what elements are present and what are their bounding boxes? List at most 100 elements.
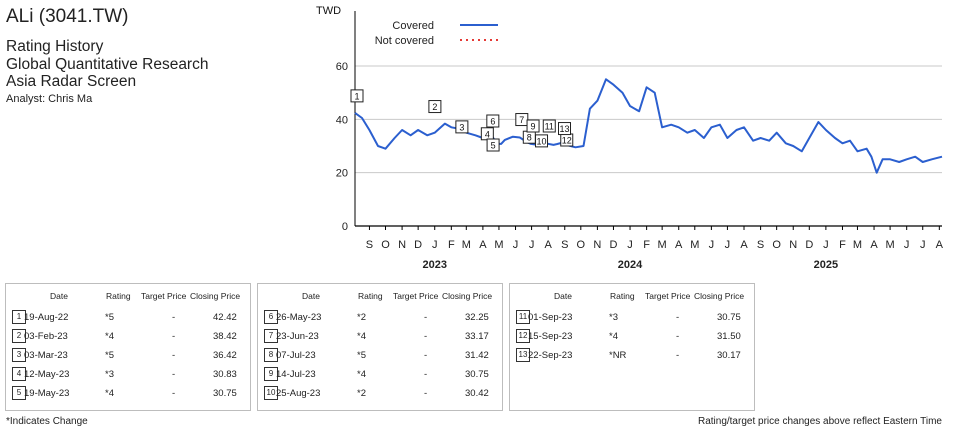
subtitle-screen: Asia Radar Screen — [6, 73, 137, 91]
column-header-rating: Rating — [610, 291, 635, 301]
table-row: 3 03-Mar-23 *5 - 36.42 — [6, 348, 250, 364]
rating-number-box: 2 — [12, 329, 26, 343]
rating-marker-label: 4 — [485, 129, 490, 139]
closing-price-cell: 30.75 — [465, 369, 489, 380]
table-row: 8 07-Jul-23 *5 - 31.42 — [258, 348, 502, 364]
y-tick-label: 60 — [336, 61, 348, 73]
x-month-label: A — [936, 239, 944, 251]
target-price-cell: - — [676, 331, 680, 342]
rating-cell: *3 — [609, 312, 618, 323]
table-row: 4 12-May-23 *3 - 30.83 — [6, 367, 250, 383]
target-price-cell: - — [424, 312, 428, 323]
rating-marker-label: 10 — [537, 136, 547, 146]
x-month-label: J — [529, 239, 535, 251]
closing-price-cell: 32.25 — [465, 312, 489, 323]
column-header-target: Target Price — [645, 291, 691, 301]
rating-cell: *4 — [609, 331, 618, 342]
x-month-label: M — [462, 239, 471, 251]
legend-label: Covered — [392, 20, 434, 32]
x-month-label: J — [725, 239, 731, 251]
x-month-label: S — [757, 239, 764, 251]
table-row: 1 19-Aug-22 *5 - 42.42 — [6, 310, 250, 326]
rating-cell: *3 — [105, 369, 114, 380]
x-month-label: A — [870, 239, 878, 251]
column-header-closing: Closing Price — [442, 291, 493, 301]
column-header-date: Date — [302, 291, 320, 301]
rating-cell: *4 — [105, 331, 114, 342]
closing-price-cell: 36.42 — [213, 350, 237, 361]
column-header-rating: Rating — [358, 291, 383, 301]
x-month-label: S — [366, 239, 373, 251]
table-row: 12 15-Sep-23 *4 - 31.50 — [510, 329, 754, 345]
closing-price-cell: 31.42 — [465, 350, 489, 361]
rating-marker-box — [455, 120, 469, 134]
rating-number-box: 12 — [516, 329, 530, 343]
rating-number-box: 8 — [264, 348, 278, 362]
rating-cell: *5 — [357, 350, 366, 361]
subtitle-rating-history: Rating History — [6, 37, 104, 55]
x-month-label: A — [740, 239, 748, 251]
target-price-cell: - — [172, 350, 176, 361]
rating-marker-label: 8 — [527, 133, 532, 143]
x-month-label: M — [886, 239, 895, 251]
date-cell: 03-Feb-23 — [24, 331, 68, 342]
table-row: 11 01-Sep-23 *3 - 30.75 — [510, 310, 754, 326]
date-cell: 23-Jun-23 — [276, 331, 319, 342]
rating-number-box: 6 — [264, 310, 278, 324]
table-row: 5 19-May-23 *4 - 30.75 — [6, 386, 250, 402]
rating-marker-label: 11 — [545, 122, 554, 132]
x-month-label: F — [448, 239, 455, 251]
y-tick-label: 40 — [336, 114, 348, 126]
closing-price-cell: 30.75 — [213, 388, 237, 399]
column-header-date: Date — [50, 291, 68, 301]
target-price-cell: - — [172, 369, 176, 380]
rating-marker-label: 13 — [559, 124, 569, 134]
rating-table-3: Date Rating Target Price Closing Price 11 01-… — [509, 283, 755, 411]
column-header-closing: Closing Price — [190, 291, 241, 301]
closing-price-cell: 38.42 — [213, 331, 237, 342]
rating-cell: *5 — [105, 312, 114, 323]
table-row: 10 25-Aug-23 *2 - 30.42 — [258, 386, 502, 402]
rating-marker-label: 7 — [519, 115, 524, 125]
target-price-cell: - — [676, 350, 680, 361]
y-tick-label: 20 — [336, 168, 348, 180]
table-row: 13 22-Sep-23 *NR - 30.17 — [510, 348, 754, 364]
rating-number-box: 5 — [12, 386, 26, 400]
x-month-label: J — [920, 239, 926, 251]
rating-marker-box — [350, 89, 364, 103]
x-month-label: J — [432, 239, 438, 251]
target-price-cell: - — [424, 369, 428, 380]
rating-marker-box — [526, 119, 540, 133]
date-cell: 12-May-23 — [24, 369, 70, 380]
x-year-label: 2023 — [422, 259, 446, 271]
date-cell: 26-May-23 — [276, 312, 322, 323]
rating-number-box: 3 — [12, 348, 26, 362]
x-month-label: M — [658, 239, 667, 251]
legend-label: Not covered — [375, 35, 434, 47]
x-month-label: D — [805, 239, 813, 251]
analyst-name: Analyst: Chris Ma — [6, 93, 93, 106]
rating-cell: *4 — [357, 369, 366, 380]
rating-marker-box — [558, 122, 572, 136]
closing-price-cell: 30.83 — [213, 369, 237, 380]
rating-table-2: Date Rating Target Price Closing Price 6 26-M… — [257, 283, 503, 411]
rating-number-box: 1 — [12, 310, 26, 324]
y-tick-label: 0 — [342, 221, 348, 233]
closing-price-cell: 30.42 — [465, 388, 489, 399]
date-cell: 03-Mar-23 — [24, 350, 68, 361]
footnote-eastern-time: Rating/target price changes above reflec… — [697, 416, 942, 427]
table-row: 2 03-Feb-23 *4 - 38.42 — [6, 329, 250, 345]
column-header-target: Target Price — [393, 291, 439, 301]
rating-marker-label: 9 — [531, 122, 536, 132]
date-cell: 25-Aug-23 — [276, 388, 321, 399]
x-month-label: F — [839, 239, 846, 251]
target-price-cell: - — [424, 350, 428, 361]
closing-price-cell: 33.17 — [465, 331, 489, 342]
rating-marker-box — [542, 119, 556, 133]
date-cell: 19-Aug-22 — [24, 312, 69, 323]
date-cell: 01-Sep-23 — [528, 312, 573, 323]
closing-price-cell: 31.50 — [717, 331, 741, 342]
x-month-label: J — [904, 239, 910, 251]
x-year-label: 2024 — [618, 259, 643, 271]
